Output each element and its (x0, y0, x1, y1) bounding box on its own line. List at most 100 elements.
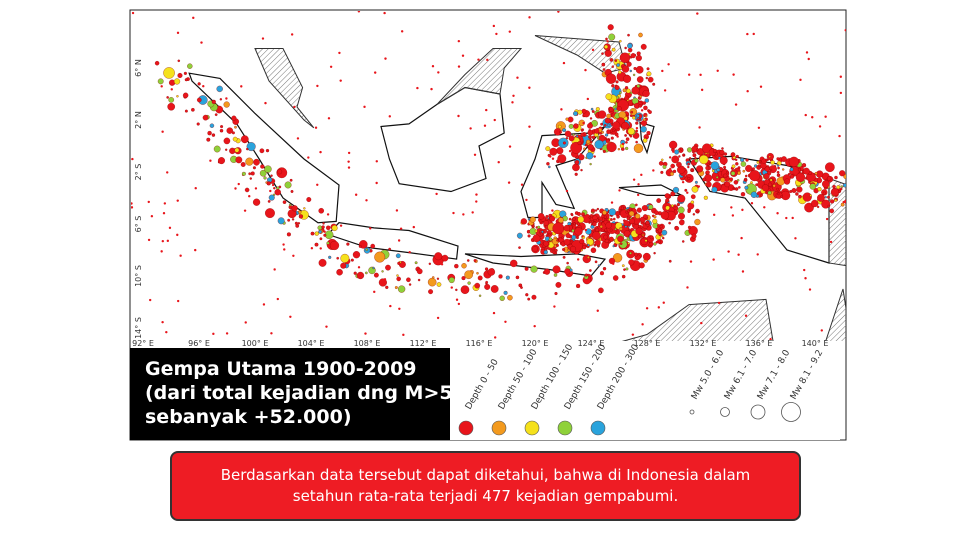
dot (660, 211, 670, 220)
dot (528, 86, 531, 89)
dot (582, 121, 585, 125)
dot (624, 95, 630, 101)
dot (261, 37, 265, 40)
dot (632, 178, 636, 181)
dot (840, 185, 843, 188)
dot (282, 243, 285, 246)
dot (614, 107, 617, 111)
dot (490, 285, 499, 293)
dot (589, 220, 592, 224)
dot (604, 49, 612, 57)
dot (776, 173, 781, 177)
dot (632, 73, 636, 77)
dot (723, 165, 727, 169)
dot (623, 268, 626, 271)
dot (641, 205, 648, 212)
dot (691, 185, 699, 193)
dot (589, 162, 592, 166)
dot (657, 224, 661, 228)
dot (577, 141, 582, 146)
dot (318, 229, 322, 234)
dot (586, 97, 590, 101)
dot (264, 101, 267, 105)
dot (663, 89, 667, 92)
dot (183, 71, 187, 75)
dot (395, 253, 401, 259)
dot (694, 158, 699, 163)
dot (740, 157, 745, 162)
dot (852, 209, 855, 212)
dot (639, 95, 642, 98)
dot (636, 207, 642, 213)
dot (769, 168, 773, 172)
dot (737, 253, 740, 256)
dot (759, 85, 763, 88)
dot (577, 212, 581, 216)
dot (241, 171, 246, 176)
dot (696, 12, 699, 15)
dot (170, 88, 173, 91)
dot (625, 146, 629, 151)
dot (516, 232, 523, 239)
dot (794, 237, 797, 240)
dot (605, 37, 608, 41)
dot (687, 162, 690, 166)
dot (674, 149, 680, 155)
dot (286, 232, 291, 237)
dot (434, 252, 443, 261)
dot (624, 86, 629, 90)
dot (818, 125, 822, 128)
dot (682, 168, 685, 172)
note-text: Berdasarkan data tersebut dapat diketahu… (220, 466, 751, 505)
dot (698, 126, 701, 129)
dot (574, 172, 578, 176)
dot (602, 149, 606, 153)
dot (457, 39, 461, 43)
dot (531, 224, 535, 228)
dot (323, 233, 327, 237)
dot (760, 194, 763, 197)
dot (271, 183, 275, 187)
dot (331, 225, 338, 232)
dot (551, 157, 555, 160)
dot (254, 187, 258, 190)
dot (657, 228, 663, 233)
dot (575, 283, 581, 289)
dot (284, 181, 292, 189)
dot (436, 282, 442, 287)
dot (591, 135, 596, 140)
dot (711, 169, 715, 173)
dot (796, 186, 803, 193)
foreign-land (436, 48, 523, 105)
dot (627, 43, 633, 49)
dot (802, 192, 812, 202)
dot (670, 191, 676, 197)
dot (397, 261, 401, 265)
dot (347, 160, 350, 163)
dot (427, 277, 437, 287)
dot (518, 246, 521, 249)
dot (417, 278, 421, 282)
dot (734, 187, 739, 191)
dot (612, 253, 623, 263)
dot (430, 87, 433, 91)
dot (484, 283, 491, 290)
dot (606, 129, 611, 135)
dot (558, 217, 564, 224)
dot (167, 102, 176, 111)
dot (776, 157, 780, 161)
dot (319, 237, 323, 241)
dot (572, 133, 575, 137)
dot (757, 126, 761, 129)
dot (864, 184, 867, 187)
dot (795, 172, 806, 182)
dot (676, 161, 682, 168)
dot (524, 266, 529, 271)
dot (234, 187, 237, 190)
dot (259, 148, 265, 154)
dot (605, 138, 610, 143)
dot (603, 124, 607, 127)
dot (724, 181, 731, 188)
dot (202, 85, 205, 88)
dot (646, 254, 649, 257)
